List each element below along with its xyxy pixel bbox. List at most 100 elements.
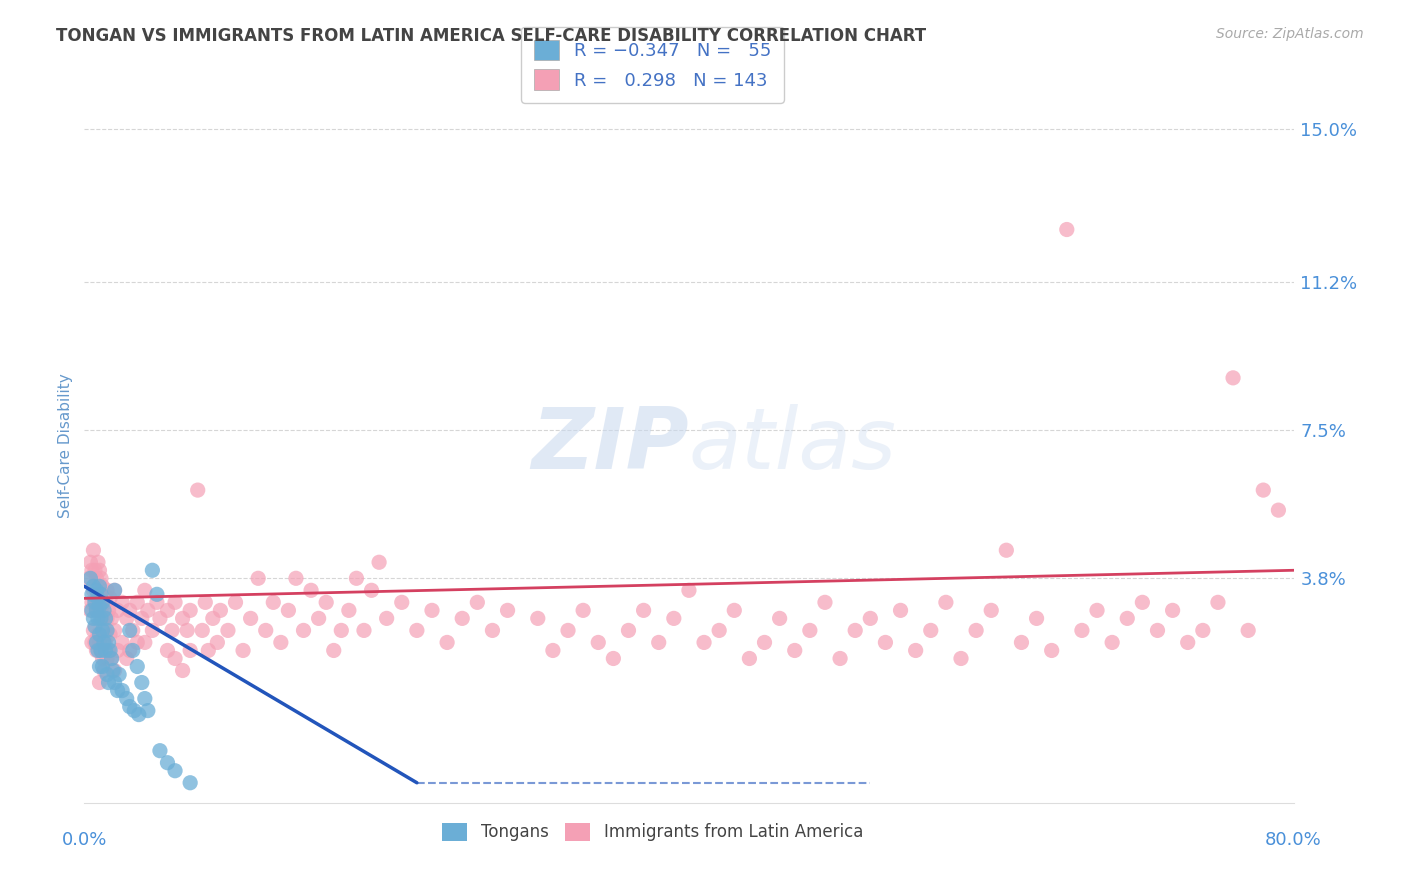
Point xyxy=(87,611,110,625)
Point xyxy=(187,483,209,497)
Point xyxy=(588,635,610,649)
Point xyxy=(86,635,108,649)
Text: 80.0%: 80.0% xyxy=(1265,831,1322,849)
Point xyxy=(527,611,550,625)
Point xyxy=(754,635,776,649)
Point xyxy=(118,624,141,638)
Point xyxy=(693,635,716,649)
Point xyxy=(467,595,489,609)
Point xyxy=(91,651,114,665)
Point xyxy=(1101,635,1123,649)
Point xyxy=(844,624,866,638)
Point xyxy=(191,624,214,638)
Point xyxy=(82,624,104,638)
Point xyxy=(165,764,187,778)
Point xyxy=(84,563,107,577)
Point xyxy=(107,603,129,617)
Point xyxy=(121,624,143,638)
Point xyxy=(1161,603,1184,617)
Point xyxy=(995,543,1018,558)
Point xyxy=(136,603,159,617)
Text: ZIP: ZIP xyxy=(531,404,689,488)
Point xyxy=(96,611,118,625)
Point xyxy=(980,603,1002,617)
Text: atlas: atlas xyxy=(689,404,897,488)
Point xyxy=(86,603,108,617)
Point xyxy=(1267,503,1289,517)
Point xyxy=(79,603,101,617)
Point xyxy=(541,643,564,657)
Point xyxy=(90,611,112,625)
Point xyxy=(84,635,107,649)
Point xyxy=(346,571,368,585)
Point xyxy=(115,651,138,665)
Point xyxy=(91,624,114,638)
Point xyxy=(134,635,156,649)
Point xyxy=(90,587,112,601)
Point xyxy=(239,611,262,625)
Point xyxy=(93,624,115,638)
Point xyxy=(337,603,360,617)
Point xyxy=(104,583,127,598)
Point xyxy=(136,704,159,718)
Point xyxy=(172,611,194,625)
Point xyxy=(94,611,117,625)
Point xyxy=(96,667,118,681)
Point xyxy=(89,627,111,641)
Point xyxy=(96,583,118,598)
Point xyxy=(90,571,112,585)
Point xyxy=(100,651,122,665)
Point xyxy=(93,587,115,601)
Point xyxy=(84,595,107,609)
Point xyxy=(111,595,134,609)
Point xyxy=(90,643,112,657)
Point xyxy=(111,683,134,698)
Point xyxy=(360,583,382,598)
Point xyxy=(104,583,127,598)
Point xyxy=(80,587,103,601)
Point xyxy=(391,595,413,609)
Point xyxy=(1056,222,1078,236)
Point xyxy=(262,595,284,609)
Point xyxy=(82,579,104,593)
Text: Source: ZipAtlas.com: Source: ZipAtlas.com xyxy=(1216,27,1364,41)
Point xyxy=(315,595,337,609)
Point xyxy=(1253,483,1275,497)
Point xyxy=(101,664,124,678)
Point xyxy=(292,624,315,638)
Point xyxy=(330,624,353,638)
Point xyxy=(94,635,117,649)
Point xyxy=(107,643,129,657)
Point xyxy=(1085,603,1108,617)
Point xyxy=(93,635,115,649)
Point xyxy=(149,744,172,758)
Point xyxy=(156,643,179,657)
Point xyxy=(451,611,474,625)
Point xyxy=(89,675,111,690)
Point xyxy=(769,611,792,625)
Point xyxy=(572,603,595,617)
Point xyxy=(91,579,114,593)
Point xyxy=(207,635,229,649)
Point xyxy=(97,635,120,649)
Point xyxy=(179,643,201,657)
Text: 0.0%: 0.0% xyxy=(62,831,107,849)
Point xyxy=(1206,595,1229,609)
Point xyxy=(86,583,108,598)
Point xyxy=(80,563,103,577)
Point xyxy=(165,651,187,665)
Point xyxy=(146,587,169,601)
Point xyxy=(165,595,187,609)
Point xyxy=(82,583,104,598)
Point xyxy=(602,651,624,665)
Point xyxy=(406,624,429,638)
Point xyxy=(97,675,120,690)
Point xyxy=(176,624,198,638)
Point xyxy=(82,611,104,625)
Point xyxy=(353,624,375,638)
Point xyxy=(738,651,761,665)
Point xyxy=(127,595,149,609)
Point xyxy=(107,683,129,698)
Point xyxy=(375,611,398,625)
Point xyxy=(98,627,121,641)
